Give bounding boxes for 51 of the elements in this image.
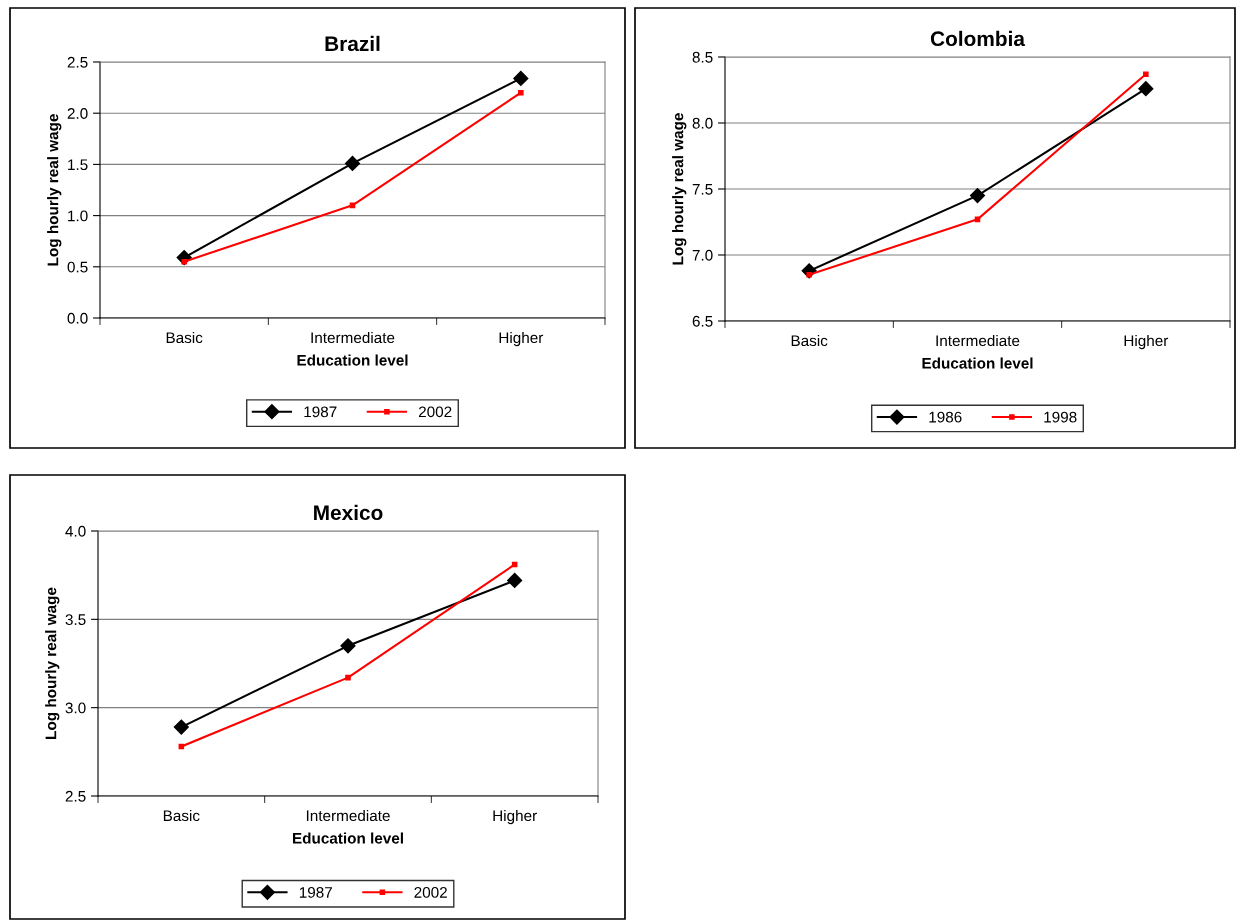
legend-label: 2002 xyxy=(418,406,452,418)
x-tick-label: Intermediate xyxy=(306,809,390,822)
point xyxy=(969,188,986,204)
y-tick-label: 2.5 xyxy=(65,790,86,802)
y-axis-title: Log hourly real wage xyxy=(45,587,60,739)
legend-label: 1998 xyxy=(1044,411,1077,423)
x-tick-label: Higher xyxy=(499,331,544,347)
y-tick-label: 7.5 xyxy=(692,184,713,195)
point xyxy=(173,719,189,735)
y-axis-title: Log hourly real wage xyxy=(672,113,687,265)
y-tick-label: 0.0 xyxy=(67,312,88,324)
x-tick-label: Higher xyxy=(493,809,537,825)
y-tick-label: 2.0 xyxy=(67,108,88,119)
legend-label: 1987 xyxy=(304,406,337,418)
point xyxy=(340,638,356,654)
x-tick-label: Intermediate xyxy=(936,334,1020,347)
point xyxy=(1143,71,1149,77)
legend-label: 2002 xyxy=(414,887,447,898)
y-tick-label: 8.0 xyxy=(692,117,713,129)
x-tick-label: Basic xyxy=(166,331,203,344)
point xyxy=(345,674,351,681)
y-tick-label: 1.0 xyxy=(68,210,88,222)
y-tick-label: 3.5 xyxy=(65,614,86,626)
y-tick-label: 4.0 xyxy=(65,525,86,537)
y-tick-label: 0.5 xyxy=(67,261,88,273)
legend-label: 1987 xyxy=(299,887,332,898)
y-tick-label: 3.0 xyxy=(65,702,86,714)
chart-title: Colombia xyxy=(930,30,1026,47)
point xyxy=(806,272,812,278)
y-tick-label: 7.0 xyxy=(692,249,713,261)
point xyxy=(513,70,529,86)
y-axis-title: Log hourly real wage xyxy=(47,114,62,266)
x-axis-title: Education level xyxy=(922,357,1033,369)
y-tick-label: 2.5 xyxy=(67,56,88,68)
y-tick-label: 1.5 xyxy=(68,159,88,171)
x-tick-label: Basic xyxy=(163,809,200,822)
chart-title: Mexico xyxy=(314,504,383,521)
point xyxy=(518,89,524,96)
y-tick-label: 6.5 xyxy=(692,315,713,327)
point xyxy=(181,258,187,265)
point xyxy=(1138,81,1154,97)
y-tick-label: 8.5 xyxy=(692,51,713,63)
x-tick-label: Intermediate xyxy=(311,331,395,344)
legend-label: 1986 xyxy=(929,411,962,423)
x-tick-label: Higher xyxy=(1124,334,1169,350)
x-axis-title: Education level xyxy=(292,832,403,844)
x-axis-title: Education level xyxy=(297,354,408,366)
chart-title: Brazil xyxy=(325,35,380,52)
x-tick-label: Basic xyxy=(791,334,828,347)
point xyxy=(507,572,523,589)
point xyxy=(344,155,361,171)
